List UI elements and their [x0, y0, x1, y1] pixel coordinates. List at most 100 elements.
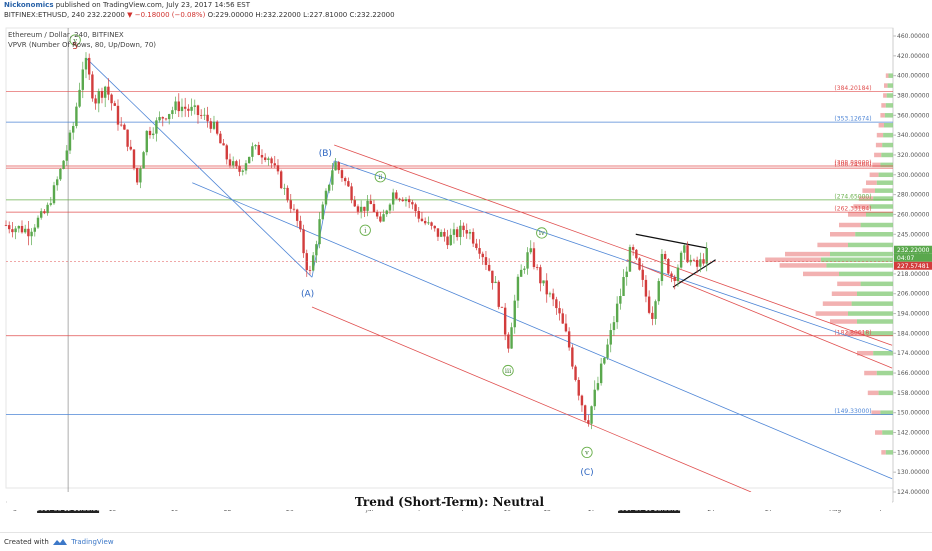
candle-body [11, 229, 14, 233]
y-tick-label: 218.00000 [897, 271, 930, 278]
candle-body [183, 106, 187, 109]
candle-body [46, 204, 49, 214]
candle-body [33, 227, 36, 232]
candle-body [519, 269, 523, 277]
candle-body [459, 225, 462, 238]
open-value: O:229.00000 [207, 11, 254, 19]
y-tick-label: 184.00000 [897, 330, 930, 337]
candle-body [62, 160, 65, 170]
candle-body [311, 255, 315, 271]
candle-body [532, 248, 536, 267]
candle-body [254, 145, 257, 147]
candle-body [263, 157, 267, 160]
y-tick-label: 206.00000 [897, 291, 930, 298]
volume-profile-bar-up [864, 331, 893, 336]
volume-profile-bar-down [830, 319, 857, 324]
volume-profile-bar-up [882, 430, 893, 435]
candle-body [257, 145, 260, 156]
volume-profile-bar-up [888, 73, 893, 78]
candle-body [567, 331, 571, 348]
candle-body [491, 270, 494, 284]
price-tag [894, 261, 932, 270]
close-value: C:232.22000 [349, 11, 395, 19]
candle-body [427, 222, 430, 224]
candle-body [699, 259, 702, 267]
candle-body [683, 245, 686, 253]
candle-body [455, 229, 459, 238]
candle-body [110, 94, 113, 104]
high-value: H:232.22000 [255, 11, 301, 19]
candle-body [369, 200, 372, 205]
volume-profile-bar-up [884, 122, 893, 128]
candle-body [366, 200, 369, 211]
candle-body [695, 259, 699, 267]
candle-body [97, 91, 100, 104]
candle-body [331, 170, 334, 185]
volume-profile-bar-up [880, 410, 893, 415]
candle-body [481, 253, 484, 258]
candle-body [561, 313, 564, 324]
candle-body [23, 228, 27, 233]
volume-profile-bar-down [822, 301, 852, 306]
candle-body [478, 248, 481, 254]
y-tick-label: 460.00000 [897, 33, 930, 40]
candle-body [324, 190, 328, 205]
y-tick-label: 420.00000 [897, 53, 930, 60]
volume-profile-bar-up [830, 251, 893, 257]
price-chart[interactable]: 460.00000 420.00000 400.00000 380.00000 360.… [0, 22, 932, 532]
candle-body [676, 267, 680, 281]
fib-level-label: (384.20184) [834, 85, 871, 92]
candle-body [692, 259, 696, 261]
candle-body [433, 225, 436, 229]
candle-body [487, 264, 491, 271]
y-tick-label: 194.00000 [897, 311, 930, 318]
candle-body [219, 133, 222, 144]
y-tick-label: 360.00000 [897, 112, 930, 119]
candle-body [103, 86, 107, 98]
candle-body [382, 214, 385, 222]
wave-label: v [584, 449, 589, 457]
candle-body [641, 269, 644, 280]
candle-body [401, 199, 404, 202]
candle-body [497, 281, 500, 307]
candle-body [631, 247, 635, 250]
volume-profile-bar-up [851, 301, 893, 306]
candle-body [167, 114, 171, 120]
y-tick-label: 400.00000 [897, 73, 930, 80]
candle-body [375, 212, 379, 217]
candle-body [423, 220, 427, 224]
candle-body [545, 280, 548, 295]
y-tick-label: 380.00000 [897, 92, 930, 99]
candle-body [558, 308, 561, 314]
price-change: ▼ −0.18000 (−0.08%) [127, 11, 206, 19]
volume-profile-bar-down [871, 410, 881, 415]
fib-level-label: (306.74366) [834, 162, 871, 169]
candle-body [65, 150, 68, 161]
candle-body [81, 69, 84, 90]
volume-profile-bar-down [846, 331, 865, 336]
y-tick-label: 142.00000 [897, 430, 930, 437]
tradingview-brand[interactable]: TradingView [71, 538, 114, 546]
volume-profile-bar-up [873, 350, 893, 356]
candle-body [446, 236, 449, 246]
price-tag-label: 04:07 [897, 255, 914, 262]
candle-body [619, 295, 622, 304]
volume-profile-bar-down [875, 142, 883, 148]
candle-body [129, 146, 132, 150]
candle-body [542, 280, 545, 284]
volume-profile-bar-down [869, 172, 879, 178]
candle-body [507, 334, 510, 349]
candle-body [420, 218, 424, 221]
last-price: 232.22000 [87, 11, 125, 19]
candle-body [315, 244, 318, 256]
volume-profile-bar-up [860, 281, 893, 287]
candle-body [199, 115, 203, 116]
author-name[interactable]: Nickonomics [4, 1, 54, 9]
y-tick-label: 136.00000 [897, 449, 930, 456]
candle-body [647, 296, 651, 313]
candle-body [295, 209, 299, 221]
chart-legend: Ethereum / Dollar, 240, BITFINEX VPVR (N… [8, 30, 156, 50]
wave-label-circle [502, 364, 514, 377]
trend-channel-line [85, 57, 313, 278]
wave-label-circle [536, 227, 548, 239]
